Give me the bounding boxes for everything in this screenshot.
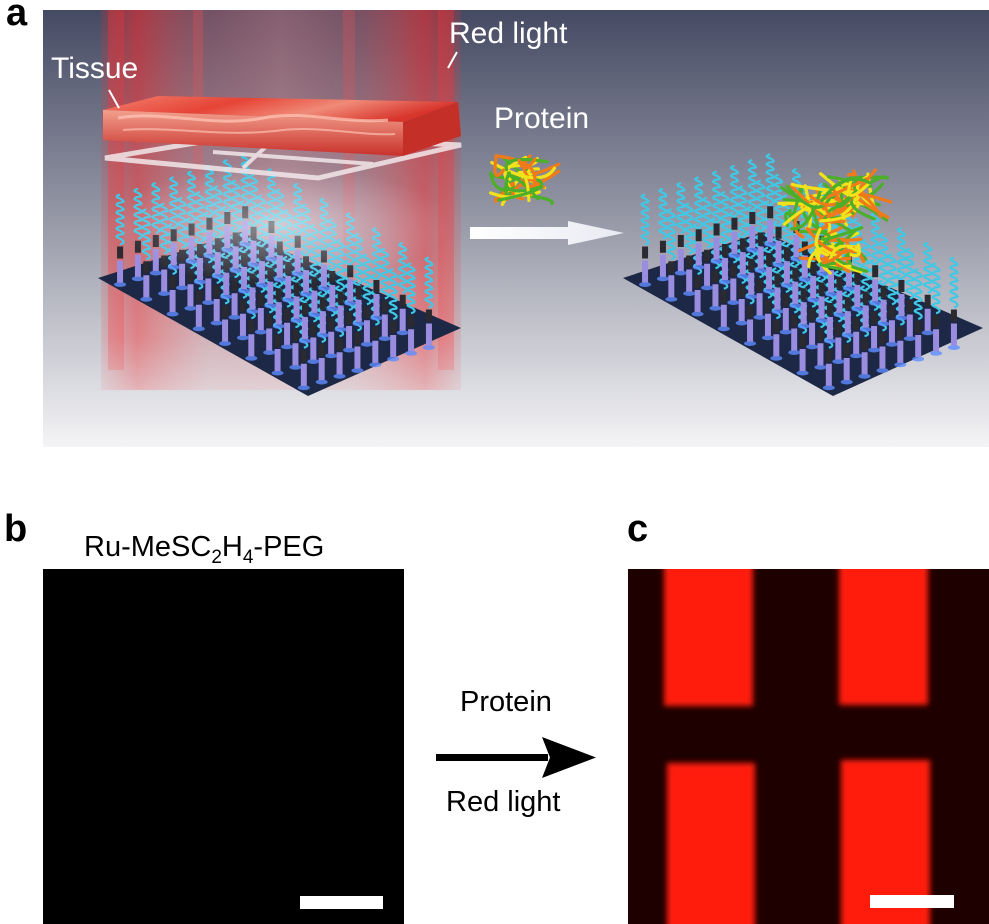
schematic-illustration	[43, 10, 989, 447]
tissue-label: Tissue	[51, 52, 139, 85]
title-mid: H	[221, 531, 243, 563]
patterned-fluorescence	[628, 569, 989, 924]
right-molecule-array	[639, 153, 960, 391]
bound-protein-cluster	[777, 168, 893, 275]
red-light-leader-line	[447, 51, 458, 69]
title-prefix: Ru-MeSC	[84, 531, 212, 563]
panel-b-title: Ru-MeSC2H4-PEG	[84, 531, 325, 568]
scale-bar-c	[870, 895, 954, 908]
title-sub-2: 4	[242, 547, 254, 568]
panel-a-schematic: Tissue Red light Protein	[43, 10, 989, 447]
panel-letter-b: b	[4, 508, 28, 550]
red-light-label: Red light	[449, 17, 568, 50]
protein-label: Protein	[494, 102, 590, 135]
title-sub-1: 2	[211, 547, 222, 568]
reaction-arrow	[436, 737, 596, 778]
fluorescent-block-top-left	[664, 569, 753, 706]
scale-bar-b	[300, 896, 383, 909]
protein-structure	[488, 154, 561, 207]
fluorescent-block-bottom-left	[667, 763, 755, 924]
fluorescent-block-top-right	[839, 569, 928, 705]
panel-letter-a: a	[6, 0, 28, 34]
panel-b-fluorescence-image	[43, 569, 404, 924]
arrow-label-top: Protein	[460, 686, 552, 718]
process-arrow	[470, 221, 624, 245]
tissue-slab	[103, 96, 461, 156]
panel-c-fluorescence-image	[628, 569, 989, 924]
arrow-label-bottom: Red light	[446, 786, 561, 818]
title-suffix: -PEG	[253, 531, 325, 563]
panel-letter-c: c	[627, 508, 649, 550]
tissue-leader-line	[108, 89, 120, 109]
